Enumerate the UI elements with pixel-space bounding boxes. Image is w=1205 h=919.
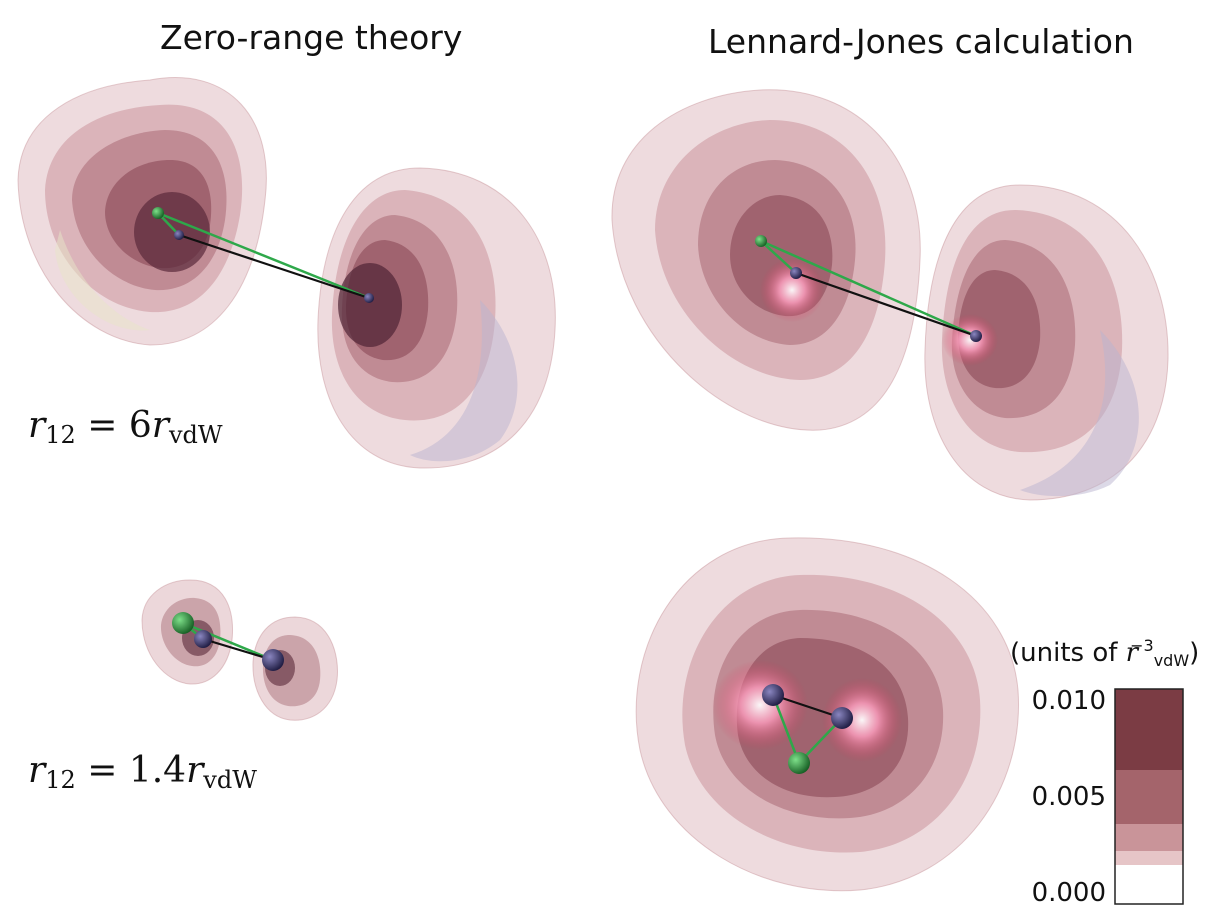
bond-green xyxy=(760,239,977,338)
label-r12-1-4rvdw: r12 = 1.4rvdW xyxy=(28,750,257,794)
atom-green xyxy=(152,207,164,219)
atom-dark-b xyxy=(831,707,853,729)
atom-green xyxy=(172,612,194,634)
bond-green-left xyxy=(771,694,801,764)
colorbar-band-4 xyxy=(1115,851,1183,865)
shell-highlight xyxy=(55,230,150,331)
colorbar-band-1 xyxy=(1115,689,1183,770)
shell-core xyxy=(338,263,402,347)
bond-green xyxy=(157,211,370,300)
hot-core-left xyxy=(712,660,808,750)
atom-dark-b xyxy=(262,649,284,671)
bond-black xyxy=(178,233,370,300)
colorbar-caption: (units of r−3vdW) xyxy=(1010,636,1200,670)
atom-dark-b xyxy=(970,330,982,342)
cloud-zr-top-a xyxy=(17,77,267,346)
bond-green xyxy=(182,621,274,662)
colorbar-band-5 xyxy=(1115,865,1183,904)
atom-dark-a xyxy=(762,684,784,706)
colorbar-tick-0-005: 0.005 xyxy=(1031,782,1106,812)
colorbar-band-2 xyxy=(1115,770,1183,824)
geometry-lj-bottom xyxy=(762,684,853,774)
colorbar-tick-0-010: 0.010 xyxy=(1031,686,1106,716)
hot-core xyxy=(760,258,824,322)
bond-black xyxy=(795,271,977,338)
bond-black xyxy=(202,637,274,662)
cloud-zr-top-b xyxy=(317,167,556,469)
atom-green xyxy=(755,235,767,247)
title-lennard-jones: Lennard-Jones calculation xyxy=(708,22,1134,61)
shell-shadow xyxy=(410,300,518,462)
hot-core xyxy=(942,314,998,366)
cloud-zr-bottom-b xyxy=(252,616,338,721)
colorbar xyxy=(1114,688,1184,905)
colorbar-frame xyxy=(1114,688,1184,905)
shell-shadow xyxy=(1020,330,1139,497)
atom-dark-a xyxy=(790,267,802,279)
label-r12-6rvdw: r12 = 6rvdW xyxy=(28,405,223,449)
atom-dark-a xyxy=(174,230,184,240)
cloud-lj-bottom xyxy=(635,537,1020,892)
cloud-lj-top-a xyxy=(611,89,921,431)
geometry-lj-top xyxy=(755,235,982,342)
hot-core-right xyxy=(822,678,902,762)
atom-green xyxy=(788,752,810,774)
atom-dark-a xyxy=(194,630,212,648)
shell-core xyxy=(134,192,210,272)
cloud-lj-top-b xyxy=(924,184,1169,501)
bond-black xyxy=(772,693,843,720)
geometry-zr-top xyxy=(152,207,374,303)
colorbar-band-3 xyxy=(1115,824,1183,851)
atom-dark-b xyxy=(364,293,374,303)
colorbar-tick-0-000: 0.000 xyxy=(1031,878,1106,908)
bond-green-short xyxy=(760,240,797,274)
geometry-zr-bottom xyxy=(172,612,284,671)
title-zero-range: Zero-range theory xyxy=(160,18,463,57)
